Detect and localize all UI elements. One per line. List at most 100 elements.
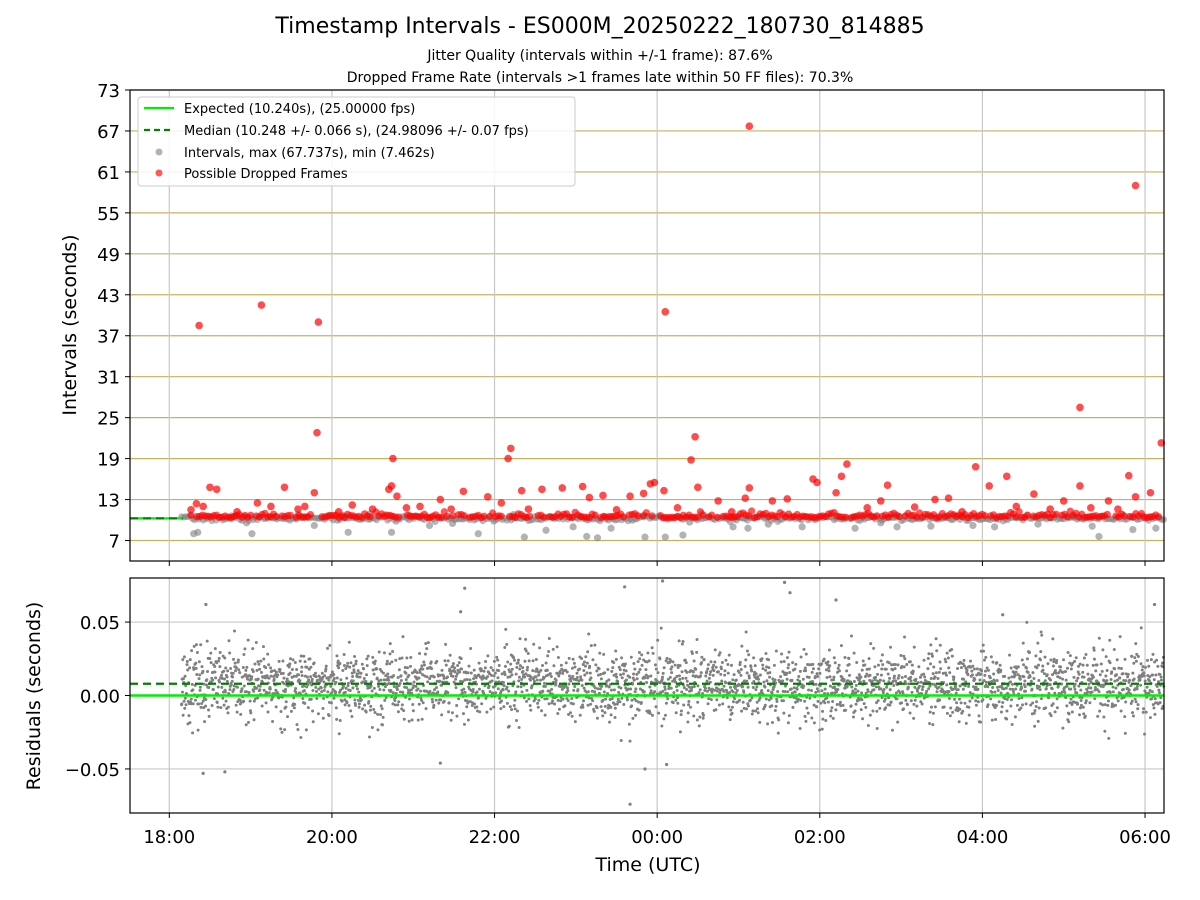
residual-point xyxy=(588,664,592,668)
residual-point xyxy=(946,656,950,660)
residual-point xyxy=(740,709,744,713)
residual-point xyxy=(551,647,555,651)
dropped-frame-point xyxy=(402,503,411,512)
residual-point xyxy=(668,675,672,679)
residual-point xyxy=(495,655,499,659)
residual-point xyxy=(892,684,896,688)
residual-point xyxy=(787,714,791,718)
residual-point xyxy=(642,658,646,662)
residual-point xyxy=(636,660,640,664)
residual-point xyxy=(405,686,409,690)
residual-point xyxy=(567,682,571,686)
residual-point xyxy=(191,688,195,692)
residual-point xyxy=(324,664,328,668)
residual-point xyxy=(632,678,636,682)
residual-point xyxy=(557,707,561,711)
residual-point xyxy=(842,677,846,681)
residual-point xyxy=(959,701,963,705)
residual-point xyxy=(635,677,639,681)
residual-point xyxy=(948,714,952,718)
residual-point xyxy=(834,708,838,712)
residual-point xyxy=(183,696,187,700)
residual-point xyxy=(975,667,979,671)
residual-point xyxy=(468,678,472,682)
residual-point xyxy=(462,722,466,726)
residual-point xyxy=(887,661,891,665)
residual-point xyxy=(398,657,402,661)
residual-point xyxy=(267,691,271,695)
residual-point xyxy=(223,690,227,694)
residual-point xyxy=(673,663,677,667)
residual-point xyxy=(770,720,774,724)
residual-point xyxy=(1139,626,1143,630)
residual-point xyxy=(372,686,376,690)
residual-point xyxy=(632,662,636,666)
residual-point xyxy=(583,673,587,677)
residual-point xyxy=(403,666,407,670)
residual-point xyxy=(524,672,528,676)
residual-point xyxy=(422,663,426,667)
dropped-frame-point xyxy=(1059,497,1068,505)
residual-point xyxy=(354,684,358,688)
legend-label: Possible Dropped Frames xyxy=(184,167,348,182)
residual-point xyxy=(896,720,900,724)
residual-point xyxy=(962,658,966,662)
residual-point xyxy=(636,700,640,704)
residual-point xyxy=(261,645,265,649)
dropped-frame-point xyxy=(301,502,309,511)
residual-point xyxy=(1072,685,1076,689)
residual-point xyxy=(615,675,619,679)
residual-point xyxy=(483,666,487,670)
residual-point xyxy=(828,664,832,668)
residual-point xyxy=(536,705,540,709)
residual-point xyxy=(634,687,638,691)
residual-point xyxy=(1041,664,1045,668)
residual-point xyxy=(277,659,281,663)
residual-point xyxy=(861,659,865,663)
residual-point xyxy=(257,662,261,666)
residual-point xyxy=(705,679,709,683)
interval-point xyxy=(569,523,577,531)
residual-point xyxy=(849,634,853,638)
residual-point xyxy=(991,685,995,689)
residual-point xyxy=(931,672,935,676)
residual-point xyxy=(286,715,290,719)
dropped-frame-point xyxy=(1012,502,1021,511)
residual-point xyxy=(748,698,752,702)
interval-point xyxy=(387,528,396,536)
residual-point xyxy=(914,677,918,681)
residual-point xyxy=(937,685,941,689)
residual-point xyxy=(1072,675,1076,679)
residual-point xyxy=(874,675,878,679)
residual-point xyxy=(1005,709,1009,713)
residual-point xyxy=(529,708,533,712)
residual-point xyxy=(990,690,994,694)
residual-point xyxy=(366,654,370,658)
residual-point xyxy=(266,710,270,714)
residual-point xyxy=(1119,709,1123,713)
residual-point xyxy=(1003,697,1007,701)
residual-point xyxy=(314,690,318,694)
residual-point xyxy=(1066,650,1070,654)
residual-point xyxy=(211,688,215,692)
residual-point xyxy=(1157,680,1161,684)
residual-point xyxy=(1096,714,1100,718)
residual-point xyxy=(516,658,520,662)
dropped-frame-point xyxy=(257,301,266,309)
residual-point xyxy=(710,690,714,694)
residual-point xyxy=(1108,638,1112,642)
residual-point xyxy=(486,654,490,658)
residual-point xyxy=(255,668,259,672)
residual-point xyxy=(998,663,1002,667)
residual-point xyxy=(723,669,727,673)
residual-point xyxy=(288,657,292,661)
residual-point xyxy=(303,701,307,705)
residual-point xyxy=(797,674,801,678)
residual-point xyxy=(616,679,620,683)
residual-point xyxy=(293,661,297,665)
interval-point xyxy=(1129,526,1137,534)
residual-point xyxy=(793,690,797,694)
interval-point xyxy=(641,533,649,541)
residual-point xyxy=(967,705,971,709)
residual-point xyxy=(369,684,373,688)
